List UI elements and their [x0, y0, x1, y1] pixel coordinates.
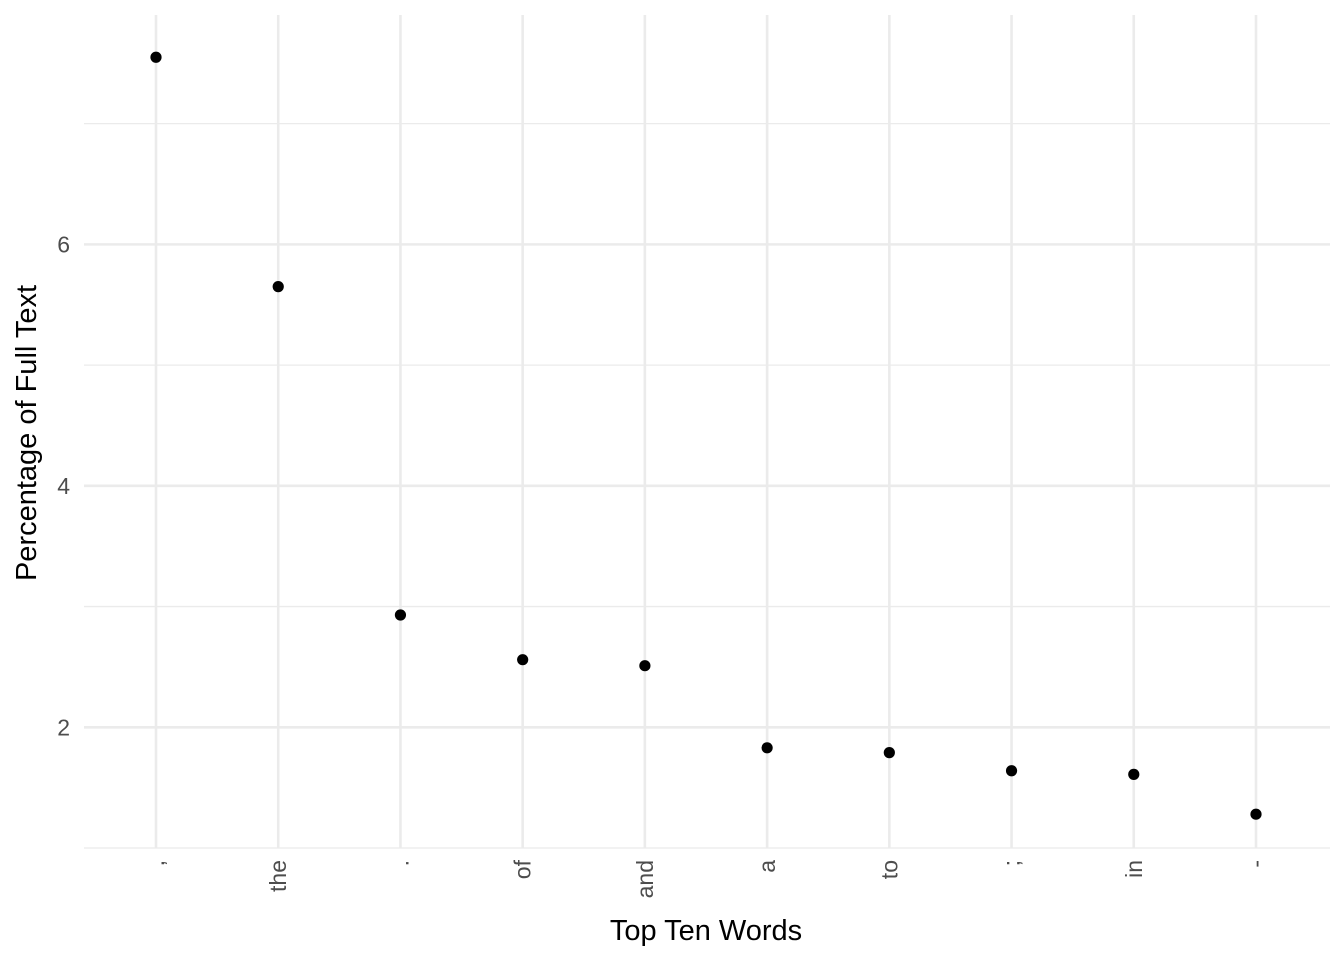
- y-tick-label: 2: [57, 714, 70, 740]
- data-point: [517, 654, 529, 666]
- x-tick-label: ;: [999, 860, 1025, 866]
- x-tick-labels: , the. of and a to; in -: [143, 859, 1269, 898]
- x-tick-label: .: [387, 860, 413, 866]
- y-tick-label: 4: [57, 473, 70, 499]
- data-point: [639, 660, 651, 672]
- data-point: [883, 747, 895, 759]
- y-tick-labels: 2 4 6: [57, 231, 70, 740]
- data-point: [394, 609, 407, 621]
- x-tick-label: the: [265, 860, 291, 892]
- x-tick-label: in: [1121, 860, 1147, 878]
- x-tick-label: a: [754, 860, 780, 873]
- data-point: [1250, 808, 1262, 820]
- grid-lines: [84, 15, 1330, 849]
- x-tick-label: of: [510, 859, 536, 879]
- data-point: [272, 281, 284, 293]
- data-point: [761, 742, 773, 754]
- x-axis-title: Top Ten Words: [610, 915, 802, 947]
- data-point: [1128, 768, 1140, 780]
- x-tick-label: to: [876, 860, 902, 879]
- data-points: [150, 51, 1262, 820]
- x-tick-label: ,: [143, 860, 169, 866]
- data-point: [1005, 765, 1018, 777]
- x-tick-label: and: [632, 860, 658, 898]
- x-tick-label: -: [1243, 860, 1269, 868]
- data-point: [150, 51, 162, 63]
- y-tick-label: 6: [57, 231, 70, 257]
- y-axis-title: Percentage of Full Text: [11, 285, 43, 581]
